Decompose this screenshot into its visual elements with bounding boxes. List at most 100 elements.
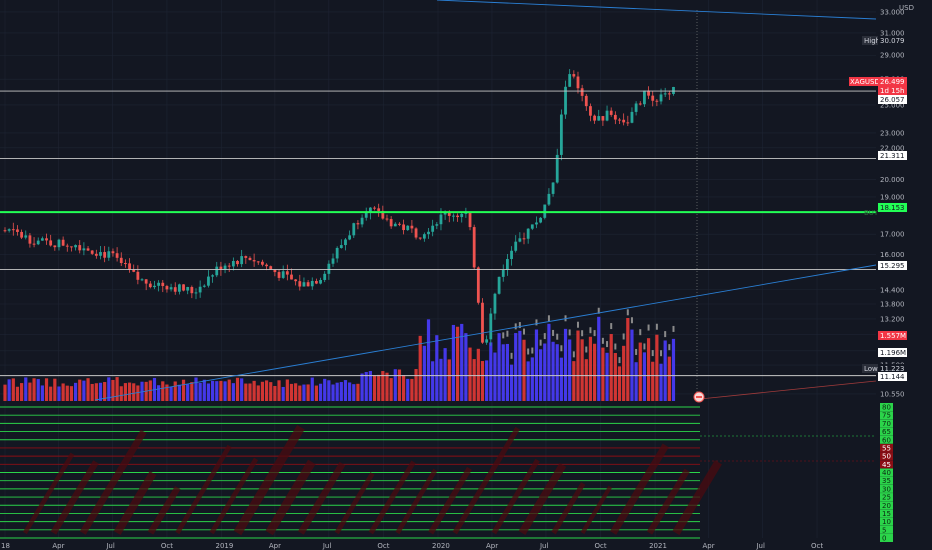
oscillator-tick-box — [880, 509, 893, 518]
candle-body — [90, 250, 94, 254]
oscillator-tick-box — [880, 460, 893, 469]
volume-average-mark — [502, 332, 505, 339]
candle-body — [601, 116, 605, 121]
volume-bar — [580, 339, 584, 401]
volume-average-mark — [630, 317, 633, 324]
candle-body — [40, 238, 44, 241]
candle-body — [505, 259, 509, 270]
volume-average-mark — [606, 341, 609, 348]
candle-body — [393, 223, 397, 227]
candle-body — [398, 223, 401, 225]
oscillator-streak — [79, 429, 147, 535]
candle-body — [568, 74, 572, 87]
volume-bar — [447, 359, 451, 401]
candle-body — [36, 240, 40, 245]
last-price-value: 26.499 — [880, 78, 905, 86]
upper-trend-line — [436, 0, 877, 20]
candle-body — [402, 224, 405, 231]
volume-bar — [277, 380, 281, 401]
oscillator-tick-box — [880, 443, 893, 452]
candle-body — [273, 269, 277, 273]
volume-bar — [559, 357, 563, 401]
price-tick-label: 13.200 — [880, 315, 905, 323]
volume-average-mark — [610, 323, 613, 330]
candle-body — [655, 100, 659, 102]
svg-text:11.144: 11.144 — [880, 373, 905, 381]
candle-body — [82, 248, 86, 251]
volume-bar — [211, 380, 215, 401]
volume-average-mark — [668, 344, 671, 351]
candle-body — [24, 235, 28, 238]
candle-body — [223, 265, 227, 270]
volume-average-mark — [506, 330, 509, 337]
svg-text:1.557M: 1.557M — [880, 332, 906, 340]
candle-body — [49, 240, 53, 246]
candle-body — [518, 238, 522, 242]
volume-bar — [468, 347, 472, 401]
oscillator-tick-box — [880, 484, 893, 493]
candle-body — [389, 219, 393, 227]
candle-body — [298, 281, 302, 287]
volume-bar — [605, 352, 609, 401]
candle-body — [497, 276, 501, 294]
candle-body — [489, 313, 493, 340]
volume-bar — [426, 319, 431, 401]
low-label: Low — [864, 365, 878, 373]
candle-body — [65, 245, 69, 247]
oscillator-tick-box — [880, 468, 893, 477]
time-tick-label: 2021 — [649, 542, 667, 550]
svg-text:26.057: 26.057 — [880, 96, 905, 104]
volume-average-mark — [568, 329, 571, 336]
price-tick-label: 20.000 — [880, 176, 905, 184]
time-tick-label: 2020 — [432, 542, 450, 550]
volume-bar — [227, 379, 231, 401]
volume-bar — [206, 383, 211, 401]
oscillator-tick-label: 60 — [882, 436, 891, 444]
time-tick-label: Oct — [161, 542, 173, 550]
time-tick-label: Apr — [702, 542, 714, 550]
candle-body — [414, 228, 418, 238]
volume-bar — [285, 379, 289, 401]
oscillator-tick-box — [880, 452, 893, 461]
candle-body — [452, 215, 455, 217]
drawing-lines — [0, 0, 877, 402]
volume-bar — [318, 383, 323, 401]
volume-bar — [522, 339, 526, 401]
candle-body — [356, 223, 360, 225]
price-candles — [3, 69, 675, 346]
volume-bar — [136, 385, 140, 401]
candle-body — [107, 251, 111, 258]
oscillator-tick-box — [880, 493, 893, 502]
oscillator-tick-box — [880, 427, 893, 436]
volume-average-mark — [547, 315, 550, 322]
candle-body — [597, 116, 601, 121]
candle-body — [119, 257, 123, 264]
volume-bar — [572, 361, 576, 401]
volume-bar — [493, 352, 497, 401]
candle-body — [672, 86, 675, 94]
time-tick-label: Apr — [52, 542, 64, 550]
volume-bar — [107, 377, 111, 401]
oscillator-streak — [518, 462, 567, 536]
time-axis[interactable]: 18 Apr Jul Oct 2019 Apr Jul Oct 2020 Apr Jul Oct 202… — [1, 542, 823, 550]
candle-body — [339, 245, 343, 248]
candle-body — [290, 274, 293, 280]
candle-body — [447, 212, 451, 216]
candle-body — [323, 273, 327, 280]
candle-body — [78, 245, 82, 251]
candle-body — [161, 282, 165, 287]
volume-bar — [177, 384, 181, 401]
candle-body — [202, 285, 206, 287]
volume-average-mark — [510, 352, 513, 359]
candle-body — [252, 260, 256, 262]
volume-bar — [273, 386, 277, 401]
price-tick-label: 25.000 — [880, 101, 905, 109]
bar-marker-icon[interactable] — [693, 391, 705, 403]
candle-body — [609, 110, 613, 115]
level-badge-18153: 18.153 BUY — [864, 203, 907, 217]
candle-body — [422, 234, 426, 239]
oscillator-tick-label: 30 — [882, 485, 891, 493]
volume-bar — [401, 375, 406, 401]
